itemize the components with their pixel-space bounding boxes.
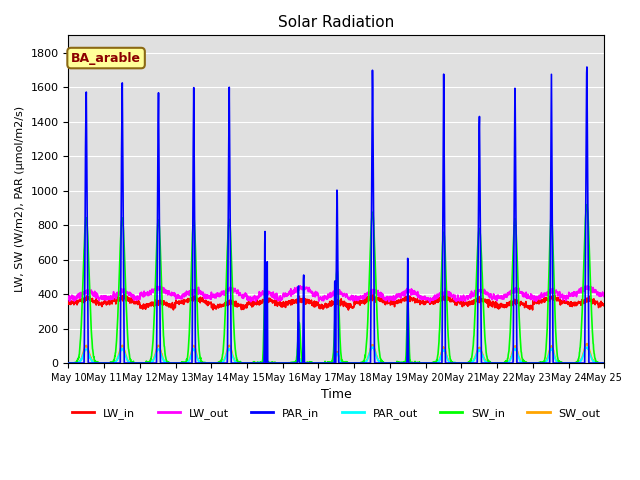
Y-axis label: LW, SW (W/m2), PAR (μmol/m2/s): LW, SW (W/m2), PAR (μmol/m2/s) <box>15 106 25 292</box>
Title: Solar Radiation: Solar Radiation <box>278 15 394 30</box>
X-axis label: Time: Time <box>321 388 352 401</box>
Legend: LW_in, LW_out, PAR_in, PAR_out, SW_in, SW_out: LW_in, LW_out, PAR_in, PAR_out, SW_in, S… <box>68 403 605 423</box>
Text: BA_arable: BA_arable <box>71 51 141 64</box>
